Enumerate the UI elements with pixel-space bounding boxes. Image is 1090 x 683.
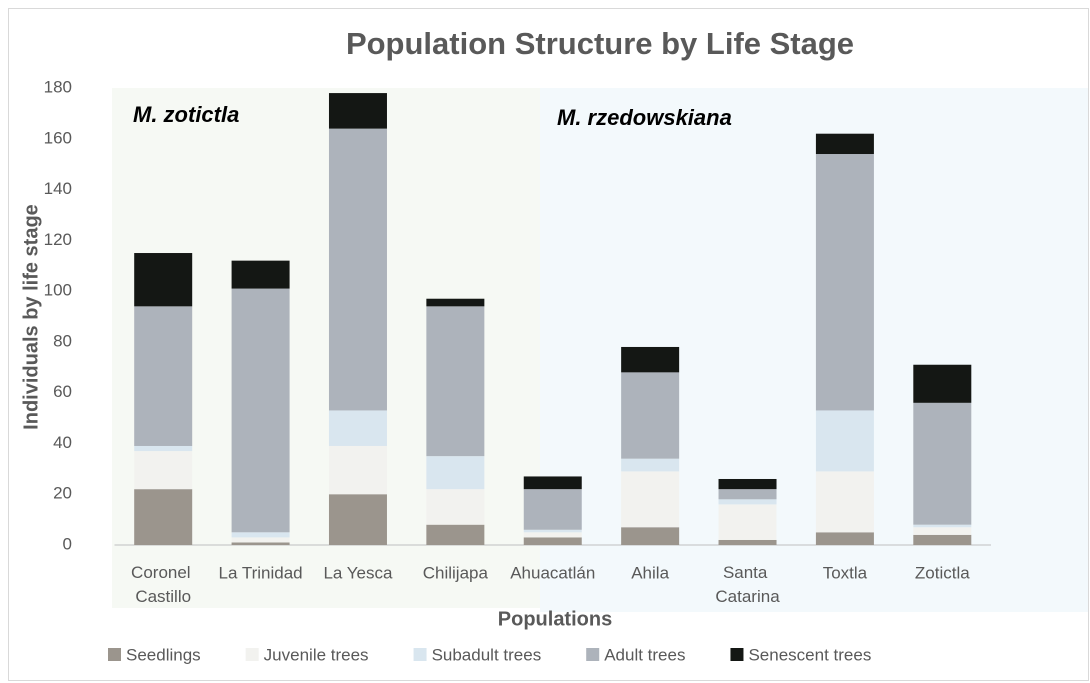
bar-segment (718, 504, 777, 540)
legend-swatch (108, 648, 121, 661)
bar-segment (231, 532, 290, 538)
bar-segment (426, 489, 485, 525)
bar-segment (426, 524, 485, 545)
y-tick-label: 40 (53, 433, 72, 452)
legend-label: Juvenile trees (264, 645, 369, 664)
bar-segment (231, 260, 290, 289)
y-tick-label: 160 (44, 128, 72, 147)
legend-swatch (586, 648, 600, 661)
legend-label: Senescent trees (748, 645, 871, 664)
bar-segment (621, 346, 680, 373)
bar-segment (718, 489, 777, 500)
x-tick-label: Chilijapa (423, 563, 489, 582)
y-tick-label: 140 (44, 179, 72, 198)
bar-segment (718, 499, 777, 505)
x-tick-label: Coronel Castillo (131, 563, 195, 606)
x-tick-label: La Yesca (323, 563, 393, 582)
y-tick-label: 180 (44, 77, 72, 96)
x-tick-label: Ahuacatlán (510, 563, 595, 582)
bar-segment (426, 306, 485, 457)
bar-segment (134, 451, 193, 490)
y-tick-label: 80 (53, 331, 72, 350)
bar-segment (523, 537, 582, 545)
bar-segment (621, 527, 680, 545)
bar-segment (523, 532, 582, 538)
x-tick-label: Ahila (631, 563, 669, 582)
bar-segment (231, 542, 290, 545)
bar-segment (913, 524, 972, 528)
legend-swatch (413, 648, 427, 661)
legend-swatch (245, 648, 259, 661)
bar-segment (134, 306, 193, 446)
x-axis-label: Populations (498, 608, 612, 630)
y-tick-label: 20 (53, 484, 72, 503)
bar-segment (231, 288, 290, 533)
y-axis-label: Individuals by life stage (20, 204, 42, 430)
bar-segment (426, 456, 485, 490)
bar-segment (328, 410, 387, 446)
y-tick-label: 60 (53, 382, 72, 401)
bar-segment (328, 494, 387, 545)
bar-segment (815, 133, 874, 155)
y-tick-label: 120 (44, 230, 72, 249)
legend-label: Subadult trees (432, 645, 542, 664)
bar-segment (621, 372, 680, 459)
annotation: M. zotictla (133, 102, 239, 127)
bar-segment (134, 489, 193, 545)
bar-segment (328, 445, 387, 495)
legend-swatch (730, 648, 744, 661)
bar-segment (913, 534, 972, 545)
x-tick-label: La Trinidad (219, 563, 303, 582)
bar-segment (134, 253, 193, 307)
bar-segment (815, 154, 874, 411)
x-tick-label: Santa Catarina (715, 563, 780, 606)
x-tick-label: Zotictla (915, 563, 970, 582)
bar-segment (426, 298, 485, 307)
bar-segment (913, 402, 972, 525)
x-tick-label: Toxtla (823, 563, 868, 582)
bar-segment (523, 529, 582, 533)
bar-segment (913, 364, 972, 403)
bar-segment (621, 471, 680, 528)
bar-segment (328, 128, 387, 411)
bar-segment (134, 445, 193, 452)
bar-segment (621, 458, 680, 472)
bar-segment (523, 476, 582, 490)
bar-segment (718, 539, 777, 545)
bar-segment (328, 93, 387, 129)
bar-segment (815, 532, 874, 545)
chart-title: Population Structure by Life Stage (346, 26, 854, 61)
bar-segment (913, 527, 972, 535)
bar-segment (815, 410, 874, 472)
legend-label: Seedlings (126, 645, 201, 664)
annotation: M. rzedowskiana (557, 105, 732, 130)
bar-segment (231, 537, 290, 543)
legend-label: Adult trees (604, 645, 685, 664)
y-tick-label: 0 (63, 534, 72, 553)
bar-segment (815, 471, 874, 533)
bar-segment (718, 478, 777, 490)
bar-segment (523, 489, 582, 530)
y-tick-label: 100 (44, 281, 72, 300)
